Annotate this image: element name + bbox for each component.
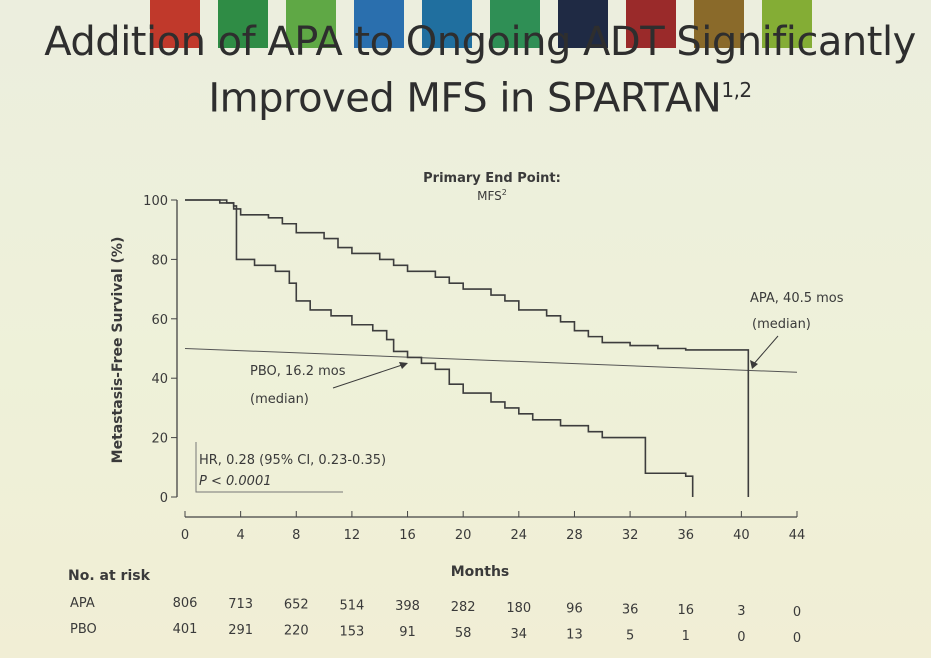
color-square [626, 0, 676, 48]
risk-cell: 1 [682, 629, 690, 644]
y-tick-label: 100 [143, 194, 168, 209]
axes: 0 4 8 12 16 20 24 28 32 36 40 44 0 20 40 60 80 100 [143, 194, 805, 543]
x-tick-label: 44 [789, 528, 806, 543]
apa-annotation-arrow [751, 335, 779, 367]
risk-cell: 180 [506, 601, 531, 616]
risk-cell: 713 [228, 597, 253, 612]
x-tick-label: 24 [511, 528, 528, 543]
x-axis-label: Months [451, 564, 510, 580]
title-line-1: Addition of APA to Ongoing ADT Significa… [44, 19, 916, 65]
median-reference-line [184, 348, 798, 373]
y-tick-label: 80 [151, 253, 168, 268]
risk-cell: 220 [284, 624, 309, 639]
color-square [694, 0, 744, 48]
y-tick-label: 20 [151, 432, 168, 447]
risk-cell: 0 [793, 631, 801, 646]
title-line-2: Improved MFS in SPARTAN1,2 [40, 66, 920, 122]
risk-cell: 282 [451, 600, 476, 615]
color-square [762, 0, 812, 48]
risk-cell: 36 [622, 602, 639, 617]
chart-subtitle-sup: 2 [502, 188, 507, 197]
risk-cell: 806 [173, 596, 198, 611]
y-tick-label: 40 [151, 372, 168, 387]
pbo-annotation-line2: (median) [250, 392, 309, 407]
pbo-arrow-head [399, 362, 408, 369]
risk-cell: 3 [737, 604, 745, 619]
pbo-annotation-line1: PBO, 16.2 mos [250, 364, 346, 379]
color-square [490, 0, 540, 48]
risk-row-label: PBO [70, 622, 97, 637]
x-tick-label: 0 [181, 528, 189, 543]
risk-cell: 91 [399, 625, 416, 640]
risk-cell: 0 [793, 605, 801, 620]
title-superscript: 1,2 [721, 78, 752, 102]
color-square [558, 0, 608, 48]
risk-cell: 5 [626, 628, 634, 643]
apa-arrow-head [750, 360, 758, 369]
risk-cell: 401 [173, 622, 198, 637]
hazard-ratio-bracket [195, 442, 343, 493]
y-axis-label: Metastasis-Free Survival (%) [110, 237, 126, 464]
color-square [422, 0, 472, 48]
x-tick-label: 4 [236, 528, 244, 543]
slide-title: Addition of APA to Ongoing ADT Significa… [40, 18, 920, 122]
risk-cell: 398 [395, 599, 420, 614]
x-tick-label: 16 [399, 528, 416, 543]
x-tick-label: 32 [622, 528, 639, 543]
risk-cell: 96 [566, 602, 583, 617]
curve-pbo [185, 199, 694, 497]
x-tick-label: 28 [566, 528, 583, 543]
risk-cell: 0 [737, 630, 745, 645]
chart-subtitle-text: MFS [477, 189, 502, 203]
risk-table: APA 806 713 652 514 398 282 180 96 36 16 3 0 PBO 401 29… [70, 596, 801, 646]
survival-curves [185, 199, 750, 497]
risk-table-title: No. at risk [68, 568, 151, 584]
risk-cell: 291 [228, 623, 253, 638]
risk-cell: 13 [566, 628, 583, 643]
risk-row-label: APA [70, 596, 95, 611]
x-tick-label: 36 [677, 528, 694, 543]
x-tick-label: 8 [292, 528, 300, 543]
x-tick-label: 40 [733, 528, 750, 543]
y-tick-label: 60 [151, 313, 168, 328]
risk-cell: 153 [339, 624, 364, 639]
y-tick-label: 0 [160, 491, 168, 506]
x-tick-label: 20 [455, 528, 472, 543]
color-square [286, 0, 336, 48]
risk-cell: 16 [677, 603, 694, 618]
hazard-ratio-box: HR, 0.28 (95% CI, 0.23-0.35) P < 0.0001 [195, 442, 386, 493]
apa-annotation-line2: (median) [752, 317, 811, 332]
title-line-2-text: Improved MFS in SPARTAN [208, 75, 722, 122]
risk-cell: 58 [455, 626, 472, 641]
apa-annotation-line1: APA, 40.5 mos [750, 291, 844, 306]
chart-title: Primary End Point: [423, 171, 561, 186]
color-square [150, 0, 200, 48]
color-square [218, 0, 268, 48]
risk-cell: 652 [284, 598, 309, 613]
color-squares-strip [0, 0, 931, 50]
hazard-ratio-text: HR, 0.28 (95% CI, 0.23-0.35) [199, 453, 386, 468]
p-value-text: P < 0.0001 [199, 474, 271, 489]
curve-apa [185, 199, 750, 497]
pbo-annotation-arrow [332, 363, 406, 389]
chart-subtitle: MFS2 [477, 188, 507, 203]
risk-cell: 514 [339, 598, 364, 613]
risk-cell: 34 [511, 627, 528, 642]
median-reference-line-group [184, 348, 798, 373]
x-tick-label: 12 [344, 528, 361, 543]
color-square [354, 0, 404, 48]
